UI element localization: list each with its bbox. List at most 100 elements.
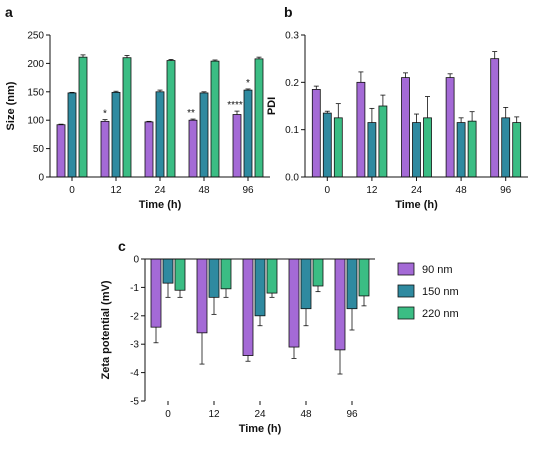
x-tick-label: 0 (325, 185, 331, 196)
bar-b-24-150nm (412, 122, 421, 178)
x-tick-label: 24 (154, 185, 166, 196)
bar-b-12-220nm (378, 105, 388, 178)
bar-b-0-150nm (322, 112, 332, 178)
legend-label: 220 nm (422, 308, 459, 320)
x-tick-label: 24 (411, 185, 423, 196)
bar-a-48-220nm (210, 60, 220, 178)
bar-a-48-90nm (188, 119, 198, 178)
bar-c-48-150nm (300, 258, 312, 310)
bar-a-0-220nm (78, 56, 88, 178)
significance-marker: **** (227, 100, 243, 111)
significance-marker: ** (187, 108, 195, 119)
bar-c-12-90nm (196, 258, 208, 334)
x-tick-label: 24 (254, 409, 266, 420)
y-axis-title: Size (nm) (5, 81, 17, 130)
bar-b-48-150nm (456, 122, 466, 178)
y-axis-title: Zeta potential (mV) (100, 280, 112, 379)
x-tick-label: 0 (165, 409, 171, 420)
bar-c-48-90nm (288, 258, 300, 348)
significance-marker: * (103, 109, 107, 120)
significance-marker: * (246, 78, 250, 89)
bar-a-12-90nm (100, 120, 110, 178)
y-tick-label: -5 (130, 397, 139, 408)
y-tick-label: -4 (130, 368, 139, 379)
bar-a-0-90nm (56, 124, 66, 178)
x-tick-label: 12 (208, 409, 220, 420)
bar-a-0-150nm (67, 92, 77, 178)
x-tick-label: 48 (198, 185, 210, 196)
panel-letter-c: c (118, 238, 126, 254)
y-tick-label: -2 (130, 311, 139, 322)
bar-a-24-90nm (144, 121, 154, 178)
legend-label: 150 nm (422, 286, 459, 298)
bar-c-24-90nm (242, 258, 254, 356)
legend-label: 90 nm (422, 264, 453, 276)
bar-b-96-220nm (512, 122, 522, 178)
x-axis-title: Time (h) (139, 199, 182, 211)
bar-a-12-150nm (111, 91, 121, 178)
bar-c-96-90nm (334, 258, 346, 351)
y-tick-label: 0.0 (285, 173, 299, 184)
x-tick-label: 96 (500, 185, 512, 196)
bar-b-48-220nm (467, 120, 477, 178)
bar-a-96-220nm (254, 58, 264, 178)
panel-b: b 0 12 24 48 96 0.0 0.1 0.2 0.3 Time (h) PDI (266, 4, 528, 211)
x-tick-label: 96 (346, 409, 358, 420)
y-tick-label: 150 (27, 87, 44, 98)
bar-b-0-90nm (311, 89, 321, 178)
bar-a-24-220nm (166, 60, 176, 178)
y-tick-label: 0.1 (285, 125, 299, 136)
y-tick-label: -1 (130, 283, 139, 294)
x-axis-title: Time (h) (239, 423, 282, 435)
bar-b-12-150nm (367, 122, 377, 178)
x-tick-label: 0 (69, 185, 75, 196)
bar-b-96-150nm (501, 117, 511, 178)
legend: 90 nm 150 nm 220 nm (397, 262, 459, 320)
x-tick-label: 96 (242, 185, 254, 196)
bar-a-48-150nm (199, 92, 209, 178)
bar-b-48-90nm (445, 77, 455, 178)
y-tick-label: 0 (133, 255, 139, 266)
bar-b-24-90nm (401, 77, 410, 178)
bar-b-24-220nm (423, 117, 432, 178)
panel-letter-b: b (284, 4, 293, 20)
y-tick-label: 100 (27, 116, 44, 127)
x-tick-label: 48 (300, 409, 312, 420)
bar-a-12-220nm (122, 57, 132, 178)
y-tick-label: 50 (33, 144, 45, 155)
bar-c-96-220nm (358, 258, 370, 297)
bar-c-24-220nm (266, 258, 278, 294)
x-tick-label: 12 (110, 185, 122, 196)
bar-c-0-150nm (162, 258, 174, 284)
bar-a-96-90nm (232, 114, 242, 178)
y-tick-label: -3 (130, 340, 139, 351)
legend-swatch (397, 306, 415, 320)
y-tick-label: 200 (27, 59, 44, 70)
x-tick-label: 48 (456, 185, 468, 196)
y-tick-label: 0 (38, 173, 44, 184)
bar-c-12-150nm (208, 258, 220, 298)
x-axis-title: Time (h) (395, 199, 438, 211)
bar-b-12-90nm (356, 81, 366, 178)
y-tick-label: 0.3 (285, 31, 299, 42)
y-tick-label: 250 (27, 31, 44, 42)
bar-c-0-90nm (150, 258, 162, 328)
bar-b-96-90nm (490, 58, 500, 178)
x-tick-label: 12 (366, 185, 378, 196)
bar-c-12-220nm (220, 258, 232, 290)
legend-swatch (397, 284, 415, 298)
bar-b-0-220nm (333, 117, 343, 178)
bar-c-48-220nm (312, 258, 324, 287)
bar-a-24-150nm (155, 91, 165, 178)
bar-c-24-150nm (254, 258, 266, 317)
y-tick-label: 0.2 (285, 78, 299, 89)
bar-c-96-150nm (346, 258, 358, 310)
panel-letter-a: a (5, 4, 13, 20)
bar-a-96-150nm (243, 89, 253, 178)
y-axis-title: PDI (266, 97, 278, 115)
legend-swatch (397, 262, 415, 276)
